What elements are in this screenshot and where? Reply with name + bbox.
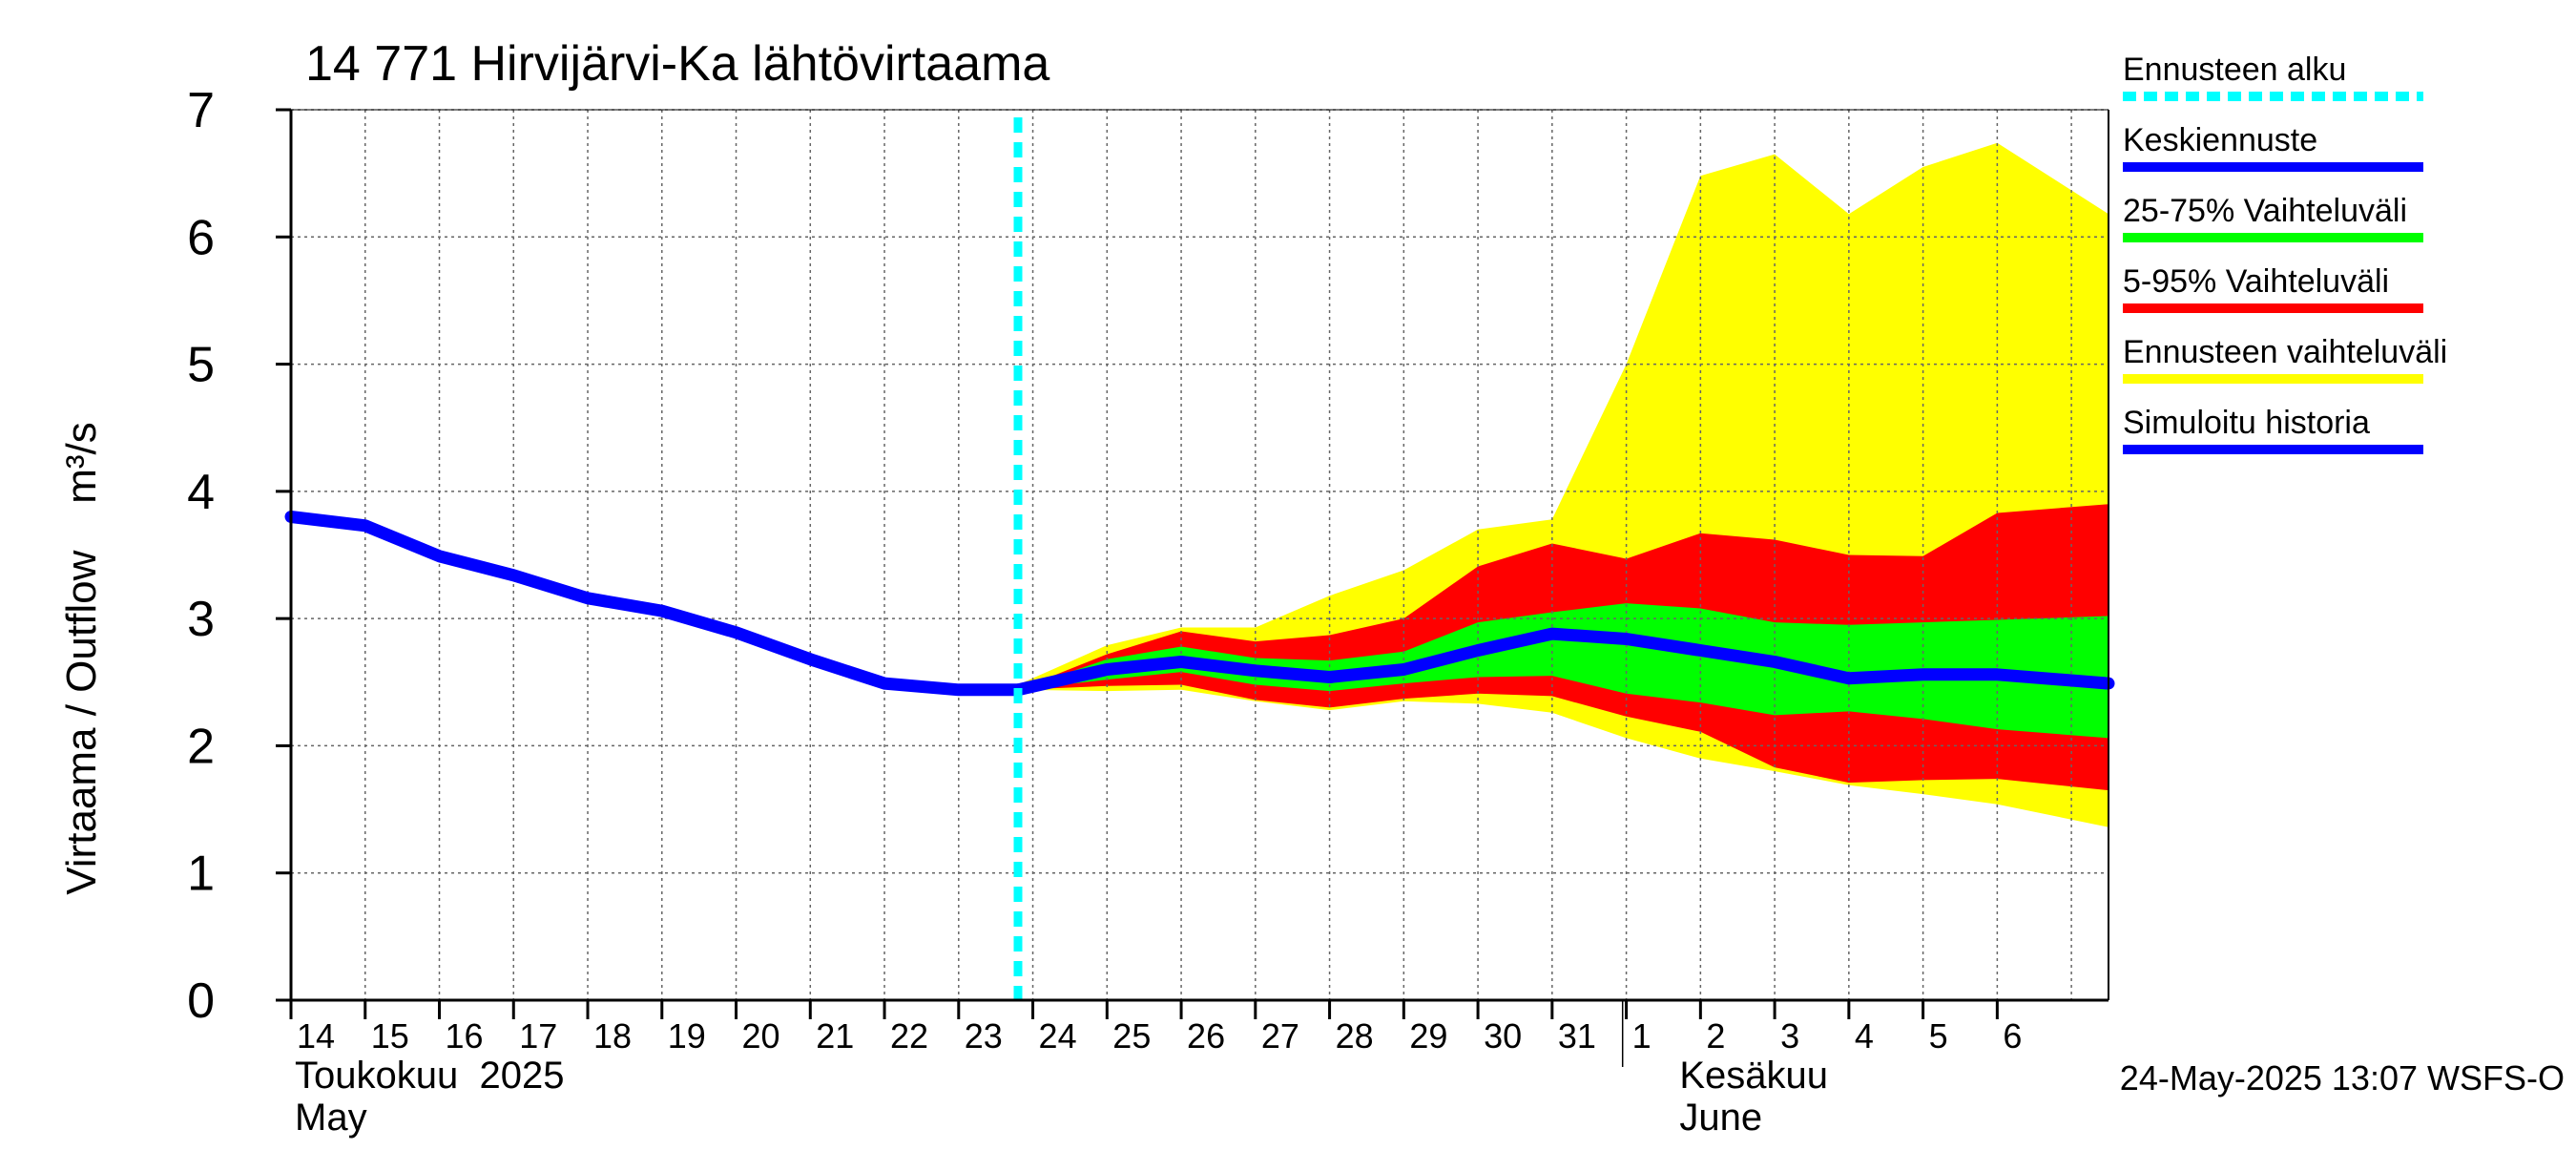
legend-label: 25-75% Vaihteluväli (2123, 193, 2407, 229)
x-tick-label: 29 (1409, 1016, 1447, 1056)
footer-timestamp: 24-May-2025 13:07 WSFS-O (2120, 1058, 2565, 1098)
legend-label: Ennusteen vaihteluväli (2123, 334, 2447, 370)
x-tick-label: 1 (1632, 1016, 1652, 1056)
legend-label: Keskiennuste (2123, 122, 2317, 158)
legend-label: 5-95% Vaihteluväli (2123, 263, 2389, 300)
x-tick-label: 2 (1706, 1016, 1725, 1056)
grid-layer (290, 109, 2109, 1000)
x-tick-label: 5 (1929, 1016, 1948, 1056)
bands-layer (944, 142, 2109, 827)
month-label-fi: Toukokuu 2025 (295, 1055, 564, 1097)
y-axis-label: Virtaama / Outflow m³/s (58, 422, 105, 895)
series-simuloitu-historia (284, 511, 1025, 697)
y-tick-label: 7 (187, 83, 215, 138)
month-label-fi: Kesäkuu (1679, 1055, 1828, 1097)
band-25-75-vaihteluv-li (1018, 603, 2109, 739)
x-tick-label: 14 (297, 1016, 335, 1056)
y-tick-label: 6 (187, 210, 215, 265)
x-tick-label: 30 (1484, 1016, 1522, 1056)
x-tick-label: 21 (816, 1016, 854, 1056)
x-tick-label: 24 (1039, 1016, 1077, 1056)
month-label-en: June (1679, 1097, 1762, 1139)
y-tick-label: 5 (187, 338, 215, 393)
y-tick-label: 0 (187, 973, 215, 1029)
x-tick-label: 3 (1780, 1016, 1799, 1056)
x-tick-label: 15 (371, 1016, 409, 1056)
legend-label: Ennusteen alku (2123, 52, 2346, 88)
x-tick-label: 26 (1187, 1016, 1225, 1056)
chart-title: 14 771 Hirvijärvi-Ka lähtövirtaama (305, 36, 1049, 92)
x-tick-label: 20 (742, 1016, 780, 1056)
x-tick-label: 16 (446, 1016, 484, 1056)
x-tick-label: 18 (593, 1016, 632, 1056)
y-tick-label: 1 (187, 847, 215, 902)
month-label-en: May (295, 1097, 367, 1139)
series-keskiennuste (1011, 627, 2115, 697)
x-tick-label: 19 (668, 1016, 706, 1056)
x-tick-label: 4 (1855, 1016, 1874, 1056)
legend: Ennusteen alku Keskiennuste 25-75% Vaihtel… (2123, 52, 2447, 454)
lines-layer (284, 117, 2115, 1000)
x-tick-label: 31 (1558, 1016, 1596, 1056)
y-tick-label: 3 (187, 592, 215, 647)
legend-label: Simuloitu historia (2123, 405, 2370, 441)
x-tick-label: 22 (890, 1016, 928, 1056)
x-tick-label: 27 (1261, 1016, 1299, 1056)
y-tick-label: 2 (187, 719, 215, 774)
x-tick-label: 17 (519, 1016, 557, 1056)
x-tick-label: 6 (2003, 1016, 2022, 1056)
x-tick-label: 28 (1336, 1016, 1374, 1056)
axes-layer (276, 108, 2109, 1067)
y-tick-label: 4 (187, 465, 215, 520)
x-tick-label: 23 (965, 1016, 1003, 1056)
x-tick-label: 25 (1112, 1016, 1151, 1056)
